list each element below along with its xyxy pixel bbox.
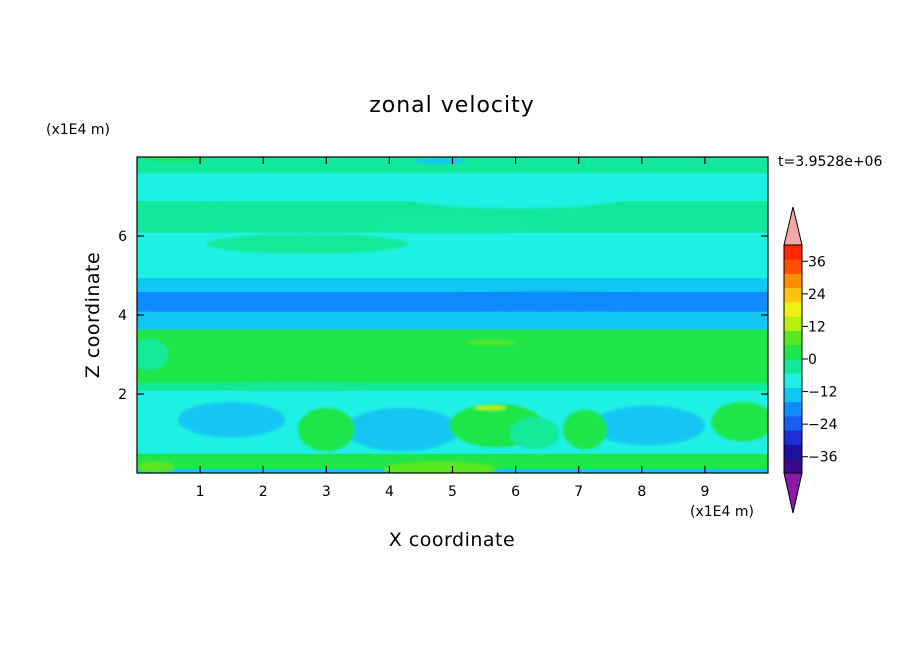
colorbar-swatch-13 (784, 273, 802, 289)
velocity-band-8 (137, 311, 768, 330)
colorbar-swatch-5 (784, 387, 802, 403)
velocity-cell-11 (465, 340, 516, 346)
colorbar-swatch-7 (784, 359, 802, 374)
velocity-cell-8 (383, 461, 497, 473)
x-tick-label-8: 8 (637, 484, 646, 500)
velocity-band-15 (137, 157, 768, 174)
colorbar-label-1: 24 (808, 287, 826, 303)
x-tick-label-2: 2 (259, 484, 268, 500)
x-tick-label-3: 3 (322, 484, 331, 500)
colorbar-swatch-2 (784, 430, 802, 445)
chart-title: zonal velocity (369, 93, 535, 118)
velocity-cell-9 (137, 461, 175, 473)
velocity-band-5 (137, 382, 768, 391)
z-tick-label-6: 6 (118, 229, 127, 245)
velocity-cell-10 (474, 405, 507, 411)
colorbar-swatch-12 (784, 287, 802, 303)
x-tick-label-7: 7 (574, 484, 583, 500)
velocity-cell-20 (414, 157, 466, 165)
colorbar-swatch-8 (784, 344, 802, 360)
z-tick-label-4: 4 (118, 308, 127, 324)
velocity-band-11 (137, 255, 768, 279)
colorbar-swatch-0 (784, 458, 802, 474)
colorbar-under-arrow (783, 472, 803, 514)
velocity-cell-3 (297, 407, 355, 452)
velocity-band-10 (137, 277, 768, 292)
colorbar-label-3: 0 (808, 352, 817, 368)
velocity-cell-16 (402, 184, 630, 209)
z-axis-ticks: 2 4 6 (118, 229, 768, 403)
x-tick-label-4: 4 (385, 484, 394, 500)
colorbar-swatch-1 (784, 444, 802, 460)
velocity-band-7 (137, 328, 768, 344)
velocity-cell-21 (143, 157, 207, 161)
velocity-cell-12 (137, 299, 172, 308)
velocity-band-1 (137, 453, 768, 469)
colorbar-swatch-4 (784, 401, 802, 417)
colorbar-swatch-10 (784, 316, 802, 331)
velocity-cell-5 (509, 417, 560, 450)
colorbar-label-5: −24 (808, 417, 838, 433)
x-axis-ticks: 1 2 3 4 5 6 7 8 9 (196, 157, 709, 500)
velocity-field (137, 157, 768, 473)
velocity-cell-2 (591, 405, 705, 446)
x-tick-label-1: 1 (196, 484, 205, 500)
colorbar-swatch-14 (784, 259, 802, 274)
velocity-band-4 (137, 390, 768, 411)
velocity-cell-18 (137, 338, 169, 371)
colorbar-label-4: −12 (808, 385, 838, 401)
velocity-band-6 (137, 342, 768, 383)
velocity-cell-15 (149, 176, 276, 201)
colorbar-over-arrow (783, 206, 803, 246)
colorbar-swatch-15 (784, 245, 802, 260)
velocity-cell-1 (345, 407, 459, 452)
velocity-cells (137, 157, 768, 473)
colorbar-swatch-6 (784, 373, 802, 388)
velocity-cell-0 (178, 401, 286, 438)
velocity-band-9 (137, 291, 768, 312)
z-tick-label-2: 2 (118, 387, 127, 403)
velocity-cell-14 (206, 234, 409, 254)
velocity-cell-6 (562, 409, 608, 450)
velocity-cell-7 (711, 401, 768, 442)
colorbar-swatch-11 (784, 302, 802, 317)
colorbar-label-6: −36 (808, 450, 838, 466)
colorbar: 36 24 12 0 −12 −24 −36 (783, 206, 838, 514)
z-axis-label: Z coordinate (82, 252, 104, 378)
x-axis-unit-label: (x1E4 m) (690, 504, 754, 520)
colorbar-swatch-3 (784, 416, 802, 431)
x-axis-label: X coordinate (389, 529, 515, 551)
velocity-cell-19 (219, 381, 371, 391)
colorbar-swatch-9 (784, 330, 802, 346)
colorbar-label-0: 36 (808, 254, 826, 270)
plot-area: 1 2 3 4 5 6 7 8 9 2 4 6 (118, 156, 769, 500)
colorbar-label-2: 12 (808, 319, 826, 335)
velocity-cell-13 (452, 292, 642, 307)
time-label: t=3.9528e+06 (778, 154, 882, 170)
z-axis-unit-label: (x1E4 m) (46, 122, 110, 138)
x-tick-label-9: 9 (700, 484, 709, 500)
x-tick-label-5: 5 (448, 484, 457, 500)
x-tick-label-6: 6 (511, 484, 520, 500)
velocity-cell-17 (326, 216, 579, 233)
